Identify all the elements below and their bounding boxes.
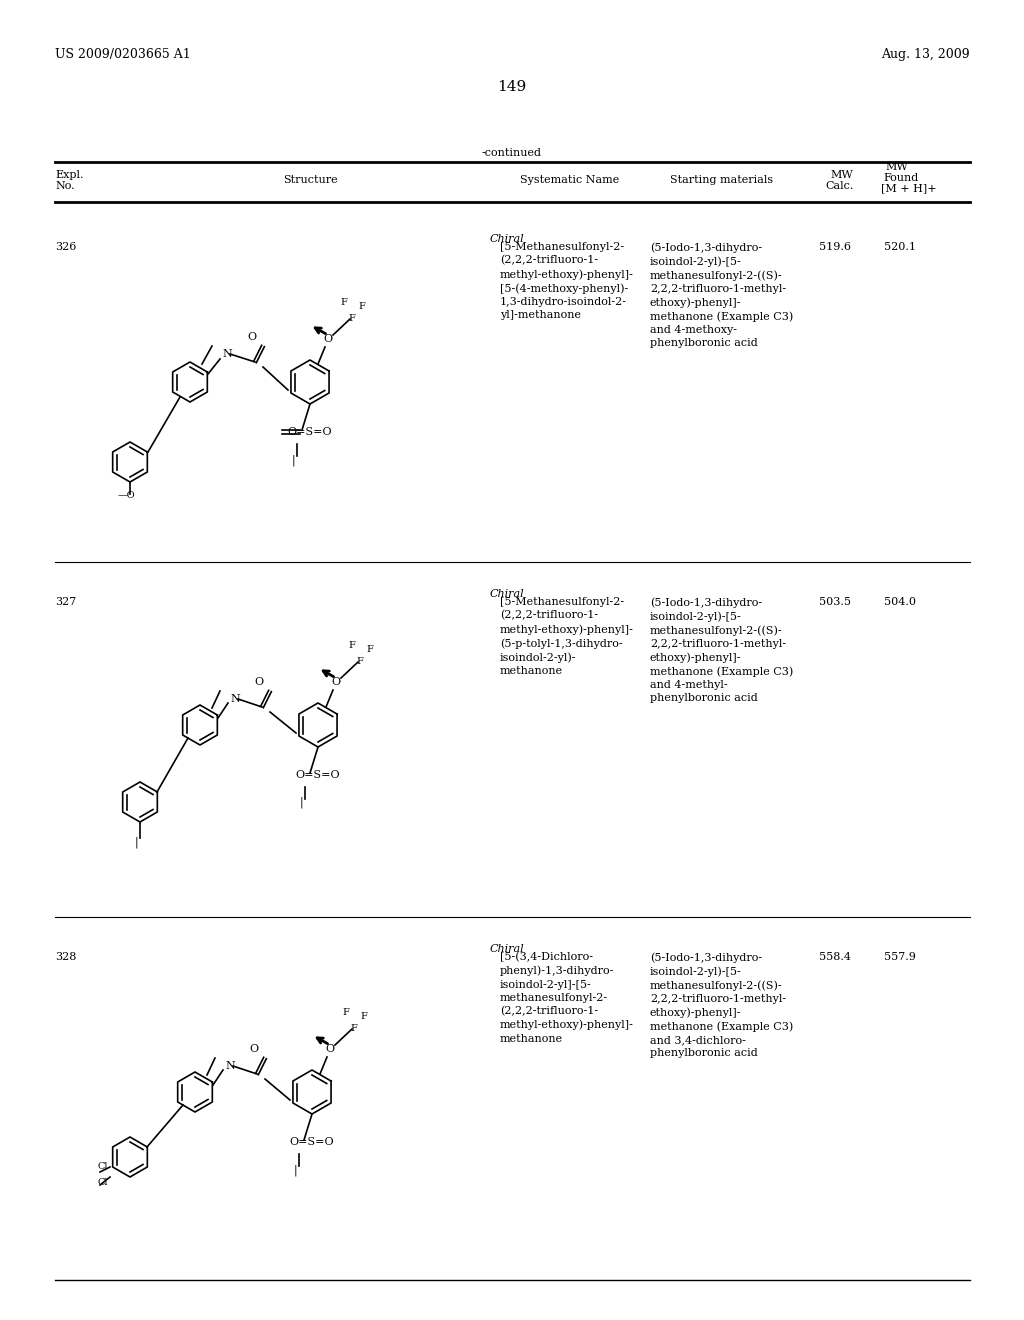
- Text: F: F: [342, 1008, 349, 1016]
- Text: Structure: Structure: [283, 176, 337, 185]
- Text: O: O: [331, 677, 340, 686]
- Text: [5-Methanesulfonyl-2-
(2,2,2-trifluoro-1-
methyl-ethoxy)-phenyl]-
[5-(4-methoxy-: [5-Methanesulfonyl-2- (2,2,2-trifluoro-1…: [500, 242, 634, 319]
- Text: 558.4: 558.4: [819, 952, 851, 962]
- Text: (5-Iodo-1,3-dihydro-
isoindol-2-yl)-[5-
methanesulfonyl-2-((S)-
2,2,2-trifluoro-: (5-Iodo-1,3-dihydro- isoindol-2-yl)-[5- …: [650, 952, 794, 1059]
- Text: |: |: [300, 797, 304, 808]
- Text: [5-(3,4-Dichloro-
phenyl)-1,3-dihydro-
isoindol-2-yl]-[5-
methanesulfonyl-2-
(2,: [5-(3,4-Dichloro- phenyl)-1,3-dihydro- i…: [500, 952, 634, 1044]
- Text: Chiral: Chiral: [490, 234, 524, 244]
- Text: Aug. 13, 2009: Aug. 13, 2009: [882, 48, 970, 61]
- Text: Cl: Cl: [98, 1177, 109, 1187]
- Text: Starting materials: Starting materials: [670, 176, 773, 185]
- Text: Chiral: Chiral: [490, 589, 524, 599]
- Text: F: F: [356, 657, 362, 667]
- Text: [M + H]+: [M + H]+: [881, 183, 937, 193]
- Text: F: F: [340, 298, 347, 308]
- Text: US 2009/0203665 A1: US 2009/0203665 A1: [55, 48, 190, 61]
- Text: -continued: -continued: [482, 148, 542, 158]
- Text: Cl: Cl: [98, 1162, 109, 1171]
- Text: 520.1: 520.1: [884, 242, 916, 252]
- Text: —O: —O: [118, 491, 135, 500]
- Text: O: O: [325, 1044, 334, 1053]
- Text: 557.9: 557.9: [884, 952, 915, 962]
- Text: Calc.: Calc.: [825, 181, 853, 191]
- Text: N: N: [230, 694, 240, 704]
- Text: Chiral: Chiral: [490, 944, 524, 954]
- Text: F: F: [360, 1012, 367, 1020]
- Text: 503.5: 503.5: [819, 597, 851, 607]
- Text: Found: Found: [883, 173, 919, 183]
- Text: F: F: [358, 302, 365, 312]
- Text: N: N: [225, 1061, 234, 1071]
- Text: 328: 328: [55, 952, 77, 962]
- Text: O=S=O: O=S=O: [289, 1137, 334, 1147]
- Text: MW: MW: [885, 162, 907, 172]
- Text: F: F: [350, 1024, 357, 1034]
- Text: Expl.: Expl.: [55, 170, 84, 180]
- Text: 326: 326: [55, 242, 77, 252]
- Text: 519.6: 519.6: [819, 242, 851, 252]
- Text: MW: MW: [830, 170, 853, 180]
- Text: F: F: [366, 645, 373, 653]
- Text: O=S=O: O=S=O: [295, 770, 340, 780]
- Text: O: O: [323, 334, 332, 345]
- Text: O: O: [254, 677, 263, 686]
- Text: O: O: [249, 1044, 258, 1053]
- Text: (5-Iodo-1,3-dihydro-
isoindol-2-yl)-[5-
methanesulfonyl-2-((S)-
2,2,2-trifluoro-: (5-Iodo-1,3-dihydro- isoindol-2-yl)-[5- …: [650, 242, 794, 348]
- Text: 504.0: 504.0: [884, 597, 916, 607]
- Text: |: |: [294, 1164, 298, 1176]
- Text: O=S=O: O=S=O: [287, 426, 332, 437]
- Text: (5-Iodo-1,3-dihydro-
isoindol-2-yl)-[5-
methanesulfonyl-2-((S)-
2,2,2-trifluoro-: (5-Iodo-1,3-dihydro- isoindol-2-yl)-[5- …: [650, 597, 794, 704]
- Text: Systematic Name: Systematic Name: [520, 176, 620, 185]
- Text: O: O: [247, 333, 256, 342]
- Text: F: F: [348, 642, 355, 649]
- Text: [5-Methanesulfonyl-2-
(2,2,2-trifluoro-1-
methyl-ethoxy)-phenyl]-
(5-p-tolyl-1,3: [5-Methanesulfonyl-2- (2,2,2-trifluoro-1…: [500, 597, 634, 676]
- Text: N: N: [222, 348, 231, 359]
- Text: F: F: [348, 314, 355, 323]
- Text: |: |: [292, 454, 296, 466]
- Text: 327: 327: [55, 597, 76, 607]
- Text: |: |: [135, 836, 138, 847]
- Text: No.: No.: [55, 181, 75, 191]
- Text: 149: 149: [498, 81, 526, 94]
